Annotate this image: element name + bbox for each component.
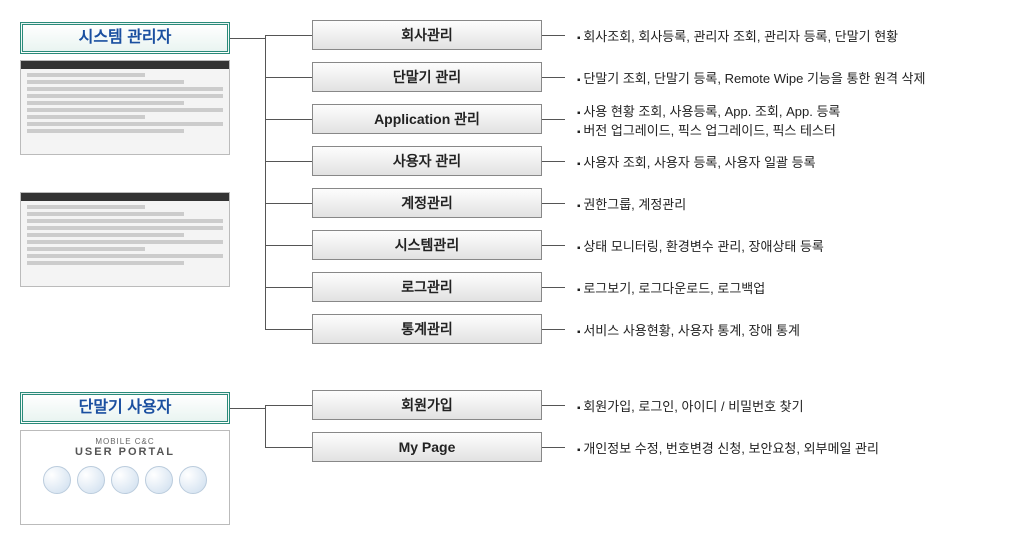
screenshot-thumb — [20, 192, 230, 287]
role-box: 단말기 사용자 — [20, 392, 230, 424]
category-box: Application 관리 — [312, 104, 542, 134]
category-desc: 사용자 조회, 사용자 등록, 사용자 일괄 등록 — [577, 154, 816, 173]
category-desc: 권한그룹, 계정관리 — [577, 196, 686, 215]
category-desc: 단말기 조회, 단말기 등록, Remote Wipe 기능을 통한 원격 삭제 — [577, 70, 925, 89]
category-box: 회사관리 — [312, 20, 542, 50]
category-desc: 사용 현황 조회, 사용등록, App. 조회, App. 등록버전 업그레이드… — [577, 103, 840, 141]
category-box: My Page — [312, 432, 542, 462]
screenshot-thumb — [20, 60, 230, 155]
category-box: 로그관리 — [312, 272, 542, 302]
category-box: 통계관리 — [312, 314, 542, 344]
category-box: 시스템관리 — [312, 230, 542, 260]
category-box: 회원가입 — [312, 390, 542, 420]
category-desc: 서비스 사용현황, 사용자 통계, 장애 통계 — [577, 322, 800, 341]
category-box: 단말기 관리 — [312, 62, 542, 92]
category-desc: 회원가입, 로그인, 아이디 / 비밀번호 찾기 — [577, 398, 804, 417]
role-box: 시스템 관리자 — [20, 22, 230, 54]
category-desc: 회사조회, 회사등록, 관리자 조회, 관리자 등록, 단말기 현황 — [577, 28, 898, 47]
category-desc: 개인정보 수정, 번호변경 신청, 보안요청, 외부메일 관리 — [577, 440, 879, 459]
category-desc: 로그보기, 로그다운로드, 로그백업 — [577, 280, 765, 299]
category-desc: 상태 모니터링, 환경변수 관리, 장애상태 등록 — [577, 238, 824, 257]
category-box: 계정관리 — [312, 188, 542, 218]
portal-thumb: MOBILE C&CUSER PORTAL — [20, 430, 230, 525]
category-box: 사용자 관리 — [312, 146, 542, 176]
